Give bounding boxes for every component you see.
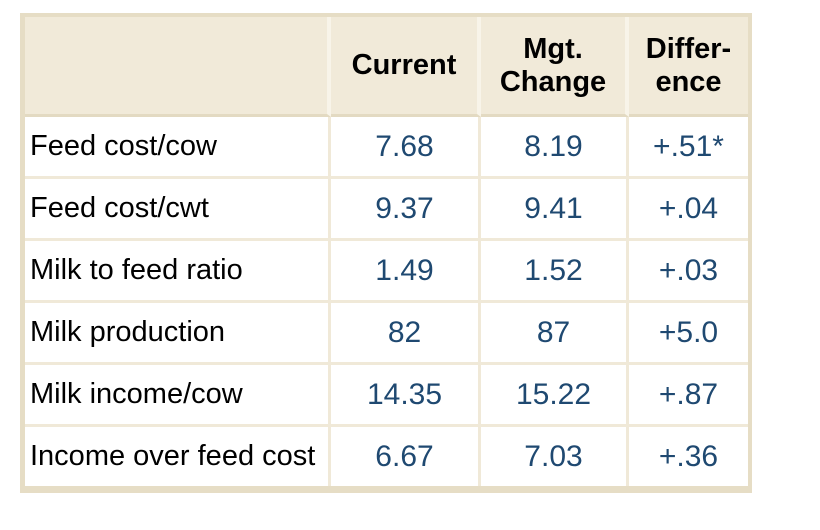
row-label: Feed cost/cwt [25,179,331,241]
header-difference: Differ- ence [629,17,748,117]
mgt-change-value: 9.41 [481,179,629,241]
mgt-change-value: 15.22 [481,365,629,427]
table-row: Feed cost/cow 7.68 8.19 +.51* [25,117,748,179]
row-label: Milk income/cow [25,365,331,427]
current-value: 14.35 [331,365,481,427]
table-row: Feed cost/cwt 9.37 9.41 +.04 [25,179,748,241]
header-blank [25,17,331,117]
comparison-table: Current Mgt. Change Differ- ence Feed co… [20,13,752,493]
difference-value: +.36 [629,427,748,486]
table-row: Milk income/cow 14.35 15.22 +.87 [25,365,748,427]
header-row: Current Mgt. Change Differ- ence [25,17,748,117]
row-label: Income over feed cost [25,427,331,486]
current-value: 9.37 [331,179,481,241]
difference-value: +5.0 [629,303,748,365]
mgt-change-value: 1.52 [481,241,629,303]
table-row: Milk production 82 87 +5.0 [25,303,748,365]
difference-value: +.03 [629,241,748,303]
row-label: Feed cost/cow [25,117,331,179]
row-label: Milk to feed ratio [25,241,331,303]
header-mgt-change: Mgt. Change [481,17,629,117]
header-current: Current [331,17,481,117]
current-value: 1.49 [331,241,481,303]
mgt-change-value: 87 [481,303,629,365]
mgt-change-value: 7.03 [481,427,629,486]
current-value: 82 [331,303,481,365]
mgt-change-value: 8.19 [481,117,629,179]
difference-value: +.87 [629,365,748,427]
difference-value: +.51* [629,117,748,179]
current-value: 6.67 [331,427,481,486]
table-row: Milk to feed ratio 1.49 1.52 +.03 [25,241,748,303]
current-value: 7.68 [331,117,481,179]
difference-value: +.04 [629,179,748,241]
table-row: Income over feed cost 6.67 7.03 +.36 [25,427,748,486]
row-label: Milk production [25,303,331,365]
